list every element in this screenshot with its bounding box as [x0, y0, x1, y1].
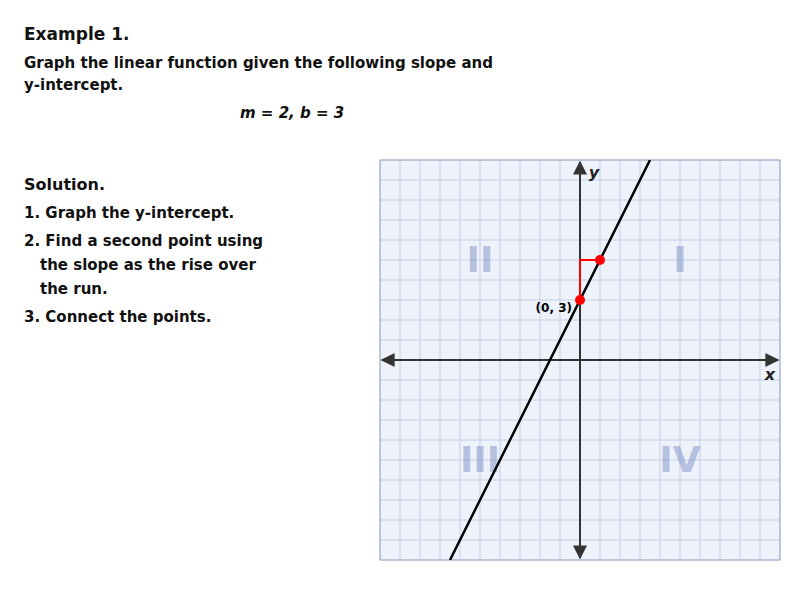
quadrant-label: IV: [659, 439, 700, 480]
point: [595, 255, 605, 265]
plot-background: [380, 160, 780, 560]
chart: IIIIIIIVxyGraph the linear function give…: [0, 0, 800, 600]
axes: [382, 162, 778, 558]
y-axis-label: y: [589, 163, 600, 182]
grid: [380, 160, 780, 560]
x-axis-label: x: [764, 365, 776, 384]
data: [450, 160, 650, 560]
annotation: Solution.: [24, 175, 105, 194]
plot-frame: [380, 160, 780, 560]
title: Example 1.: [24, 24, 130, 44]
quadrant-label: II: [467, 239, 494, 280]
point-label: (0, 3): [536, 301, 572, 315]
point: [575, 295, 585, 305]
y-axis: [579, 162, 581, 558]
annotation: the run.: [40, 280, 108, 298]
line: [580, 260, 600, 300]
annotation: the slope as the rise over: [40, 256, 256, 274]
annotation: 3. Connect the points.: [24, 308, 211, 326]
quadrant-label: I: [673, 239, 686, 280]
grid-line-x: [580, 160, 581, 560]
annotation: 1. Graph the y-intercept.: [24, 204, 234, 222]
line: [450, 160, 650, 560]
annotation: y-intercept.: [24, 76, 123, 94]
annotation: m = 2, b = 3: [240, 104, 344, 122]
annotation: Graph the linear function given the foll…: [24, 54, 493, 72]
annotation: 2. Find a second point using: [24, 232, 263, 250]
